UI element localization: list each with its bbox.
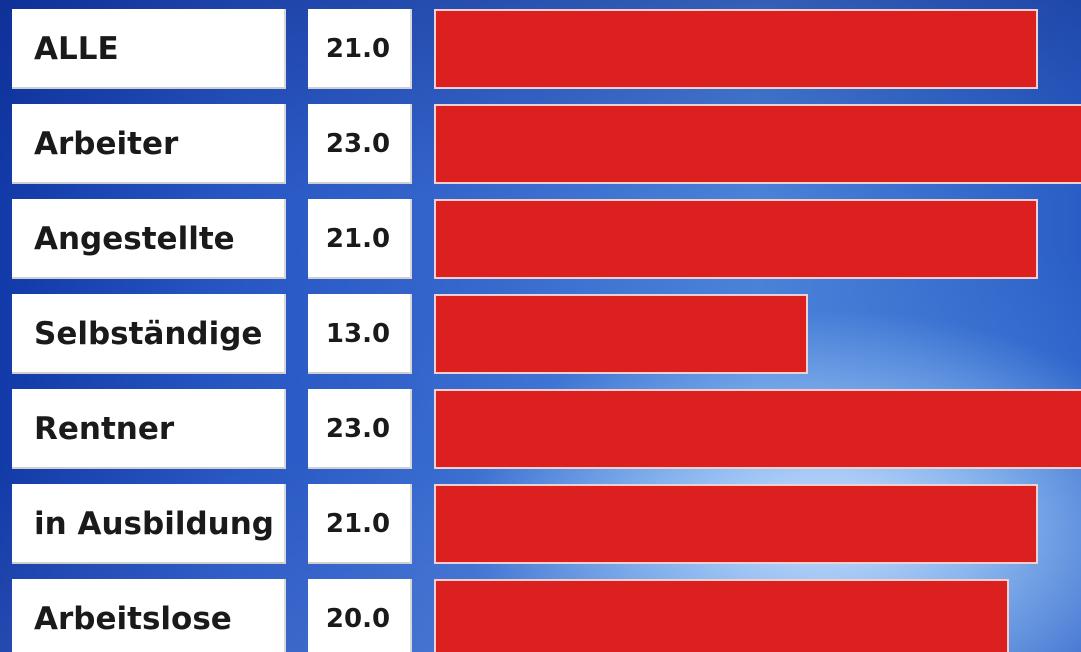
value-label: 13.0 bbox=[325, 319, 391, 349]
value-label-box: 21.0 bbox=[308, 9, 412, 89]
category-label: in Ausbildung bbox=[34, 506, 274, 542]
category-label-box: ALLE bbox=[12, 9, 286, 89]
bar-row: in Ausbildung 21.0 bbox=[0, 484, 1081, 564]
category-label: ALLE bbox=[34, 31, 119, 67]
value-label-box: 13.0 bbox=[308, 294, 412, 374]
category-label-box: in Ausbildung bbox=[12, 484, 286, 564]
bar-row: Angestellte 21.0 bbox=[0, 199, 1081, 279]
category-label: Arbeitslose bbox=[34, 601, 232, 637]
bar-row: Arbeitslose 20.0 bbox=[0, 579, 1081, 652]
bar bbox=[434, 389, 1081, 469]
value-label: 21.0 bbox=[325, 34, 391, 64]
value-label-box: 21.0 bbox=[308, 484, 412, 564]
category-label: Rentner bbox=[34, 411, 175, 447]
category-label-box: Arbeitslose bbox=[12, 579, 286, 652]
category-label-box: Rentner bbox=[12, 389, 286, 469]
bar-row: Arbeiter 23.0 bbox=[0, 104, 1081, 184]
value-label: 23.0 bbox=[325, 129, 391, 159]
bar bbox=[434, 104, 1081, 184]
value-label-box: 23.0 bbox=[308, 389, 412, 469]
category-label: Arbeiter bbox=[34, 126, 179, 162]
category-label: Selbständige bbox=[34, 316, 263, 352]
category-label: Angestellte bbox=[34, 221, 235, 257]
value-label: 20.0 bbox=[325, 604, 391, 634]
bar bbox=[434, 199, 1038, 279]
bar-row: ALLE 21.0 bbox=[0, 9, 1081, 89]
category-label-box: Selbständige bbox=[12, 294, 286, 374]
value-label: 21.0 bbox=[325, 509, 391, 539]
bar bbox=[434, 484, 1038, 564]
bar bbox=[434, 579, 1010, 652]
value-label: 23.0 bbox=[325, 414, 391, 444]
bar bbox=[434, 294, 808, 374]
category-label-box: Arbeiter bbox=[12, 104, 286, 184]
bar-row: Rentner 23.0 bbox=[0, 389, 1081, 469]
category-label-box: Angestellte bbox=[12, 199, 286, 279]
value-label-box: 20.0 bbox=[308, 579, 412, 652]
bar bbox=[434, 9, 1038, 89]
value-label: 21.0 bbox=[325, 224, 391, 254]
value-label-box: 21.0 bbox=[308, 199, 412, 279]
bar-row: Selbständige 13.0 bbox=[0, 294, 1081, 374]
value-label-box: 23.0 bbox=[308, 104, 412, 184]
